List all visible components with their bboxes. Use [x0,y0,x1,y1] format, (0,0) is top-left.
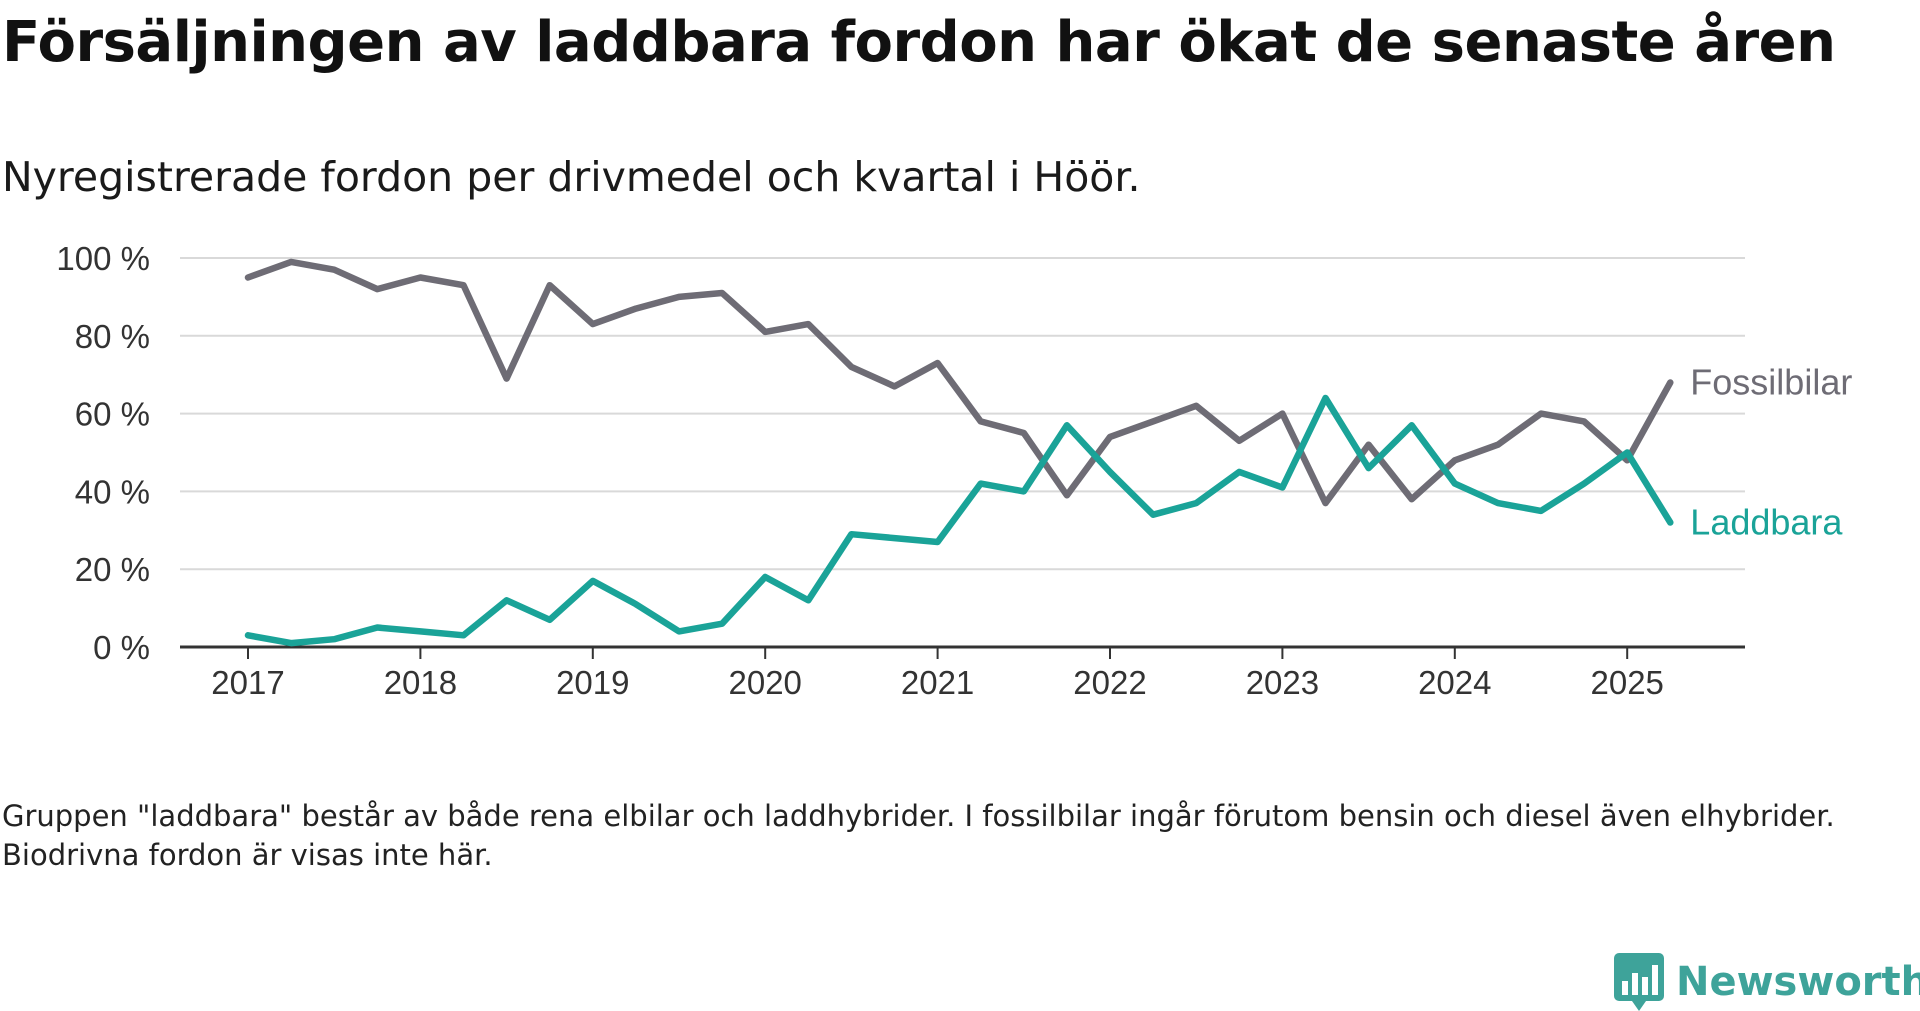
series-line-laddbara [244,394,1674,647]
brand-name: Newsworthy [1676,959,1920,1005]
y-tick-label: 80 % [75,318,150,355]
y-tick-label: 100 % [56,240,150,277]
x-tick-label: 2019 [556,664,629,701]
x-tick-label: 2022 [1073,664,1146,701]
line-chart: 0 % 20 % 40 % 60 % 80 % 100 % 2017 2018 2019 2020… [56,240,1852,701]
x-tick-label: 2024 [1418,664,1491,701]
x-tick-label: 2021 [901,664,974,701]
x-tick-label: 2020 [728,664,801,701]
y-tick-label: 20 % [75,551,150,588]
y-tick-label: 40 % [75,473,150,510]
x-tick-label: 2023 [1246,664,1319,701]
x-tick-label: 2018 [384,664,457,701]
series-label-fossilbilar: Fossilbilar [1690,361,1852,402]
y-tick-label: 60 % [75,396,150,433]
x-tick-label: 2025 [1590,664,1663,701]
newsworthy-logo-icon [1614,953,1664,1011]
chart-title: Försäljningen av laddbara fordon har öka… [2,10,1836,75]
y-tick-label: 0 % [93,629,150,666]
footnote: Gruppen "laddbara" består av både rena e… [2,799,1835,872]
chart-subtitle: Nyregistrerade fordon per drivmedel och … [2,153,1141,201]
x-tick-label: 2017 [211,664,284,701]
series-label-laddbara: Laddbara [1690,502,1843,543]
series-line-fossilbilar [244,258,1674,507]
brand-logo: Newsworthy [1614,953,1920,1011]
